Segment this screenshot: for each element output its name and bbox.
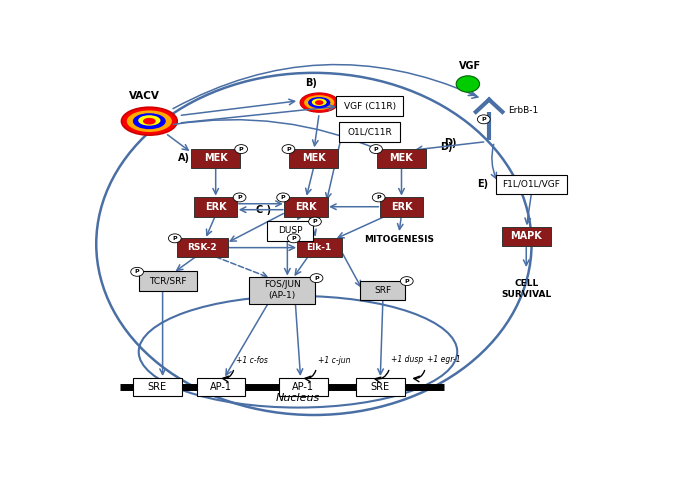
Text: ERK: ERK (390, 202, 412, 212)
Circle shape (456, 76, 480, 92)
Circle shape (477, 115, 490, 124)
Circle shape (372, 193, 385, 202)
Ellipse shape (300, 93, 338, 112)
Circle shape (282, 144, 295, 154)
Circle shape (288, 234, 300, 243)
Text: B): B) (305, 78, 316, 88)
Text: P: P (286, 146, 290, 152)
Circle shape (308, 217, 321, 226)
FancyBboxPatch shape (502, 227, 551, 246)
Text: P: P (374, 146, 378, 152)
Text: MEK: MEK (302, 154, 326, 163)
FancyBboxPatch shape (360, 281, 406, 300)
Ellipse shape (121, 107, 177, 135)
Text: ERK: ERK (205, 202, 227, 212)
Circle shape (235, 144, 247, 154)
Text: AP-1: AP-1 (292, 382, 314, 392)
FancyBboxPatch shape (284, 197, 327, 216)
Text: +1 c-fos: +1 c-fos (236, 356, 268, 365)
Text: SRE: SRE (371, 382, 390, 392)
Ellipse shape (315, 100, 323, 105)
Text: P: P (404, 279, 409, 284)
Text: P: P (314, 276, 319, 281)
Text: VACV: VACV (129, 91, 160, 101)
Text: F1L/O1L/VGF: F1L/O1L/VGF (503, 180, 560, 189)
Circle shape (401, 277, 413, 285)
Text: SRF: SRF (374, 286, 392, 295)
Text: RSK-2: RSK-2 (188, 243, 217, 252)
Circle shape (131, 268, 143, 276)
FancyBboxPatch shape (249, 277, 315, 304)
Text: AP-1: AP-1 (210, 382, 232, 392)
Text: MITOGENESIS: MITOGENESIS (364, 235, 434, 244)
Text: ErbB-1: ErbB-1 (508, 105, 538, 114)
Circle shape (277, 193, 290, 202)
Text: CELL
SURVIVAL: CELL SURVIVAL (501, 279, 551, 299)
Circle shape (310, 274, 323, 283)
FancyBboxPatch shape (336, 97, 403, 116)
Text: P: P (237, 195, 242, 200)
Text: VGF: VGF (460, 61, 482, 71)
FancyBboxPatch shape (191, 148, 240, 168)
Text: P: P (291, 236, 296, 241)
Ellipse shape (138, 115, 160, 126)
Text: O1L/C11R: O1L/C11R (347, 128, 392, 137)
FancyBboxPatch shape (379, 197, 423, 216)
Text: +1 c-jun: +1 c-jun (318, 356, 351, 365)
Text: P: P (312, 219, 317, 224)
Text: FOS/JUN
(AP-1): FOS/JUN (AP-1) (264, 280, 301, 300)
Ellipse shape (304, 95, 334, 110)
Text: ERK: ERK (295, 202, 316, 212)
Text: +1 dusp: +1 dusp (391, 355, 423, 364)
Ellipse shape (127, 111, 172, 132)
Circle shape (233, 193, 246, 202)
Ellipse shape (133, 113, 166, 129)
Circle shape (370, 144, 382, 154)
Text: P: P (239, 146, 243, 152)
FancyBboxPatch shape (297, 238, 342, 257)
Ellipse shape (308, 97, 330, 108)
FancyBboxPatch shape (133, 378, 182, 397)
Text: MEK: MEK (390, 154, 413, 163)
FancyBboxPatch shape (290, 148, 338, 168)
Text: P: P (135, 270, 140, 274)
Circle shape (169, 234, 181, 243)
FancyBboxPatch shape (279, 378, 327, 397)
Text: D): D) (444, 139, 456, 148)
Text: MAPK: MAPK (510, 231, 542, 242)
FancyBboxPatch shape (197, 378, 245, 397)
Text: C ): C ) (256, 205, 271, 215)
FancyBboxPatch shape (138, 271, 197, 291)
Text: +1 egr-1: +1 egr-1 (427, 355, 460, 364)
Text: Nucleus: Nucleus (276, 393, 320, 403)
Text: P: P (376, 195, 381, 200)
FancyBboxPatch shape (377, 148, 426, 168)
FancyBboxPatch shape (266, 221, 313, 241)
Text: P: P (173, 236, 177, 241)
Ellipse shape (312, 99, 327, 106)
FancyBboxPatch shape (177, 238, 227, 257)
FancyBboxPatch shape (194, 197, 238, 216)
Text: D): D) (440, 142, 453, 152)
Text: P: P (482, 117, 486, 122)
FancyBboxPatch shape (496, 174, 567, 194)
Text: Elk-1: Elk-1 (307, 243, 332, 252)
Text: DUSP: DUSP (277, 227, 302, 235)
Ellipse shape (143, 118, 155, 125)
Text: MEK: MEK (204, 154, 227, 163)
Text: A): A) (178, 154, 190, 163)
Text: VGF (C11R): VGF (C11R) (344, 102, 396, 111)
Text: TCR/SRF: TCR/SRF (149, 277, 186, 285)
FancyBboxPatch shape (356, 378, 405, 397)
Text: E): E) (477, 179, 488, 189)
Text: P: P (281, 195, 286, 200)
FancyBboxPatch shape (339, 123, 400, 142)
Text: SRE: SRE (148, 382, 167, 392)
